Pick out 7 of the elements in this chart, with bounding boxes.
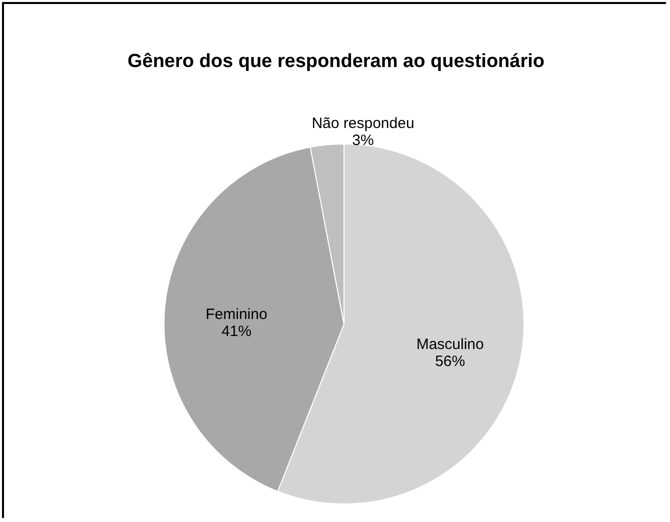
data-label: 41%: [221, 322, 252, 340]
slice-label: Masculino: [416, 336, 484, 354]
slice-label: Não respondeu: [312, 114, 414, 132]
data-label: 3%: [352, 132, 374, 149]
slice-label: Feminino: [206, 306, 268, 323]
data-label: 56%: [435, 353, 466, 370]
chart-title: Gênero dos que responderam ao questionário: [127, 51, 545, 72]
